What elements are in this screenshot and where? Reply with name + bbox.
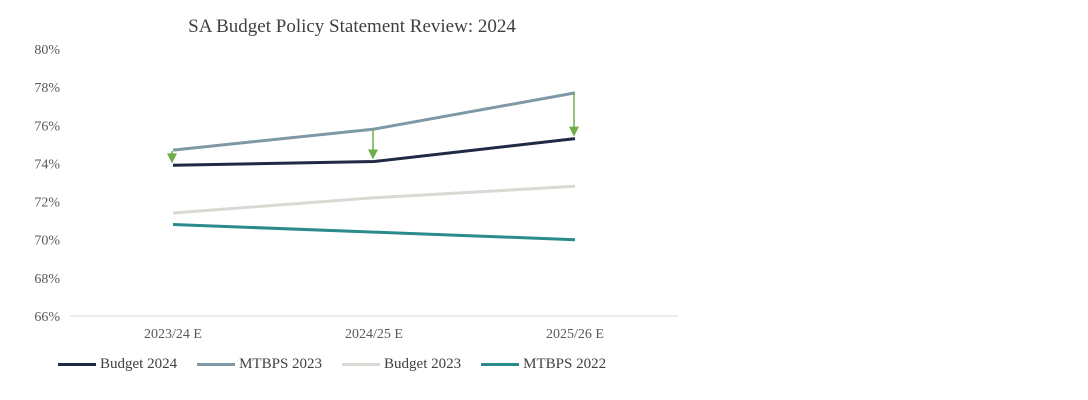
legend-item: Budget 2024 <box>58 356 177 373</box>
series-line-budget-2023 <box>172 184 576 215</box>
x-tick-label: 2023/24 E <box>144 327 202 342</box>
legend-swatch <box>197 363 236 366</box>
down-arrow-icon <box>368 130 378 160</box>
down-arrow-icon <box>569 93 579 137</box>
down-arrow-icon <box>167 151 177 164</box>
legend-item: Budget 2023 <box>342 356 461 373</box>
y-tick-label: 76% <box>34 119 60 134</box>
legend-item: MTBPS 2022 <box>481 356 606 373</box>
legend: Budget 2024 MTBPS 2023 Budget 2023 MTBPS 20… <box>58 356 606 373</box>
legend-swatch <box>58 363 96 366</box>
legend-swatch <box>342 363 381 366</box>
y-tick-label: 66% <box>34 310 60 325</box>
legend-swatch <box>481 363 520 366</box>
series-line-mtbps-2023 <box>172 91 576 152</box>
line-chart: 66% 68% 70% 72% 74% 76% 78% 80% 2023/24 E 2024/2… <box>34 43 678 342</box>
y-axis: 66% 68% 70% 72% 74% 76% 78% 80% <box>34 43 60 325</box>
change-arrows <box>167 93 579 164</box>
x-tick-label: 2024/25 E <box>345 327 403 342</box>
series-line-mtbps-2022 <box>172 223 576 242</box>
legend-label: Budget 2023 <box>384 356 462 372</box>
legend-label: MTBPS 2023 <box>239 356 323 372</box>
y-tick-label: 72% <box>34 196 60 211</box>
x-tick-label: 2025/26 E <box>546 327 604 342</box>
y-tick-label: 78% <box>34 81 60 96</box>
series-line-budget-2024 <box>172 137 576 167</box>
x-axis: 2023/24 E 2024/25 E 2025/26 E <box>144 327 604 342</box>
legend-item: MTBPS 2023 <box>197 356 322 373</box>
y-tick-label: 80% <box>34 43 60 58</box>
series-lines <box>172 91 576 242</box>
legend-label: Budget 2024 <box>100 356 178 372</box>
chart-title: SA Budget Policy Statement Review: 2024 <box>188 16 516 37</box>
y-tick-label: 68% <box>34 272 60 287</box>
legend-label: MTBPS 2022 <box>523 356 607 372</box>
y-tick-label: 74% <box>34 157 60 172</box>
y-tick-label: 70% <box>34 234 60 249</box>
